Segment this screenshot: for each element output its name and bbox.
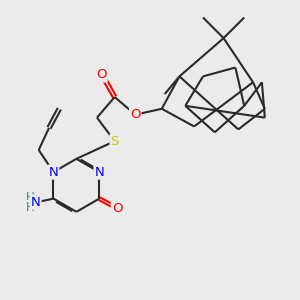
Text: N: N [31, 196, 40, 208]
Text: H: H [26, 190, 34, 204]
Text: N: N [94, 166, 104, 178]
Text: H: H [26, 201, 34, 214]
Text: O: O [130, 108, 140, 121]
Text: O: O [112, 202, 122, 215]
Text: S: S [110, 135, 119, 148]
Text: N: N [49, 166, 58, 178]
Text: O: O [96, 68, 107, 81]
